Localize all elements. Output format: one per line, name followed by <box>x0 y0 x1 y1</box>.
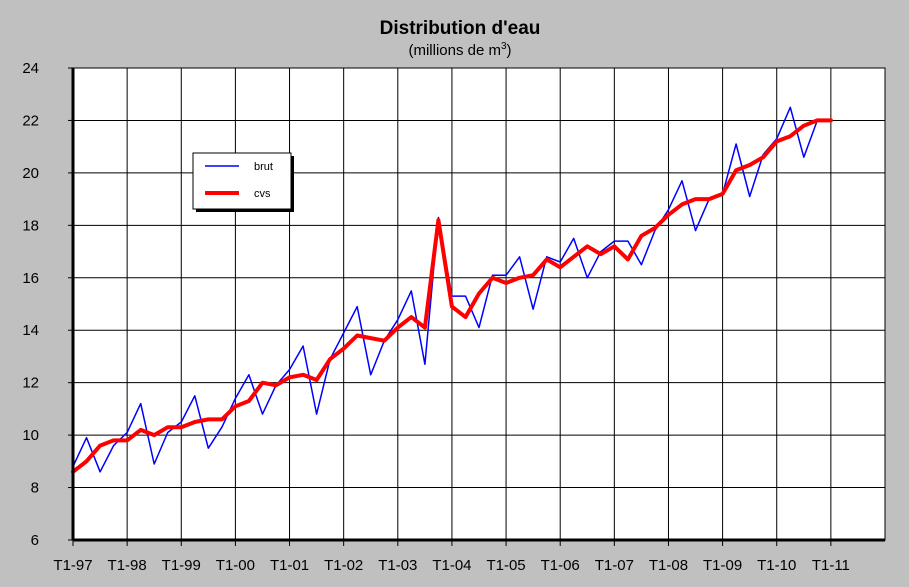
subtitle-suffix: ) <box>507 42 512 59</box>
series-lines <box>71 106 833 474</box>
axes <box>71 68 885 542</box>
x-tick-label: T1-10 <box>757 557 796 574</box>
x-tick-label: T1-06 <box>541 557 580 574</box>
x-tick-label: T1-00 <box>216 557 255 574</box>
x-tick-label: T1-08 <box>649 557 688 574</box>
x-tick-label: T1-02 <box>324 557 363 574</box>
legend-label-brut: brut <box>254 161 273 173</box>
x-tick-label: T1-11 <box>812 557 850 574</box>
plot-background <box>72 67 886 541</box>
y-tick-label: 16 <box>22 270 39 287</box>
x-tick-label: T1-09 <box>703 557 742 574</box>
y-tick-label: 18 <box>22 217 39 234</box>
x-tick-label: T1-07 <box>595 557 634 574</box>
y-tick-label: 20 <box>22 165 39 182</box>
x-tick-label: T1-01 <box>270 557 309 574</box>
y-tick-label: 14 <box>22 322 39 339</box>
x-tick-label: T1-99 <box>162 557 201 574</box>
y-tick-label: 8 <box>31 480 39 497</box>
series-line-cvs <box>71 118 833 474</box>
x-axis-ticks: T1-97 T1-98 T1-99 T1-00 T1-01 T1-02 T1-03 T1-04… <box>53 540 850 574</box>
legend: brut cvs <box>192 152 294 212</box>
y-axis-ticks: 6 8 10 12 14 16 18 20 22 24 <box>22 60 73 549</box>
x-tick-label: T1-04 <box>432 557 471 574</box>
plot-area <box>72 67 886 541</box>
x-tick-label: T1-97 <box>53 557 92 574</box>
chart-subtitle: (millions de m3) <box>408 41 511 59</box>
x-tick-label: T1-03 <box>378 557 417 574</box>
y-tick-label: 10 <box>22 427 39 444</box>
legend-label-cvs: cvs <box>254 188 271 200</box>
x-tick-label: T1-98 <box>108 557 147 574</box>
y-tick-label: 12 <box>22 375 39 392</box>
subtitle-main: (millions de m <box>408 42 501 59</box>
y-tick-label: 24 <box>22 60 39 77</box>
x-tick-label: T1-05 <box>486 557 525 574</box>
y-tick-label: 22 <box>22 112 39 129</box>
chart-title: Distribution d'eau <box>380 18 541 39</box>
y-tick-label: 6 <box>31 532 39 549</box>
subtitle-superscript: 3 <box>501 41 507 52</box>
legend-box <box>192 152 292 210</box>
